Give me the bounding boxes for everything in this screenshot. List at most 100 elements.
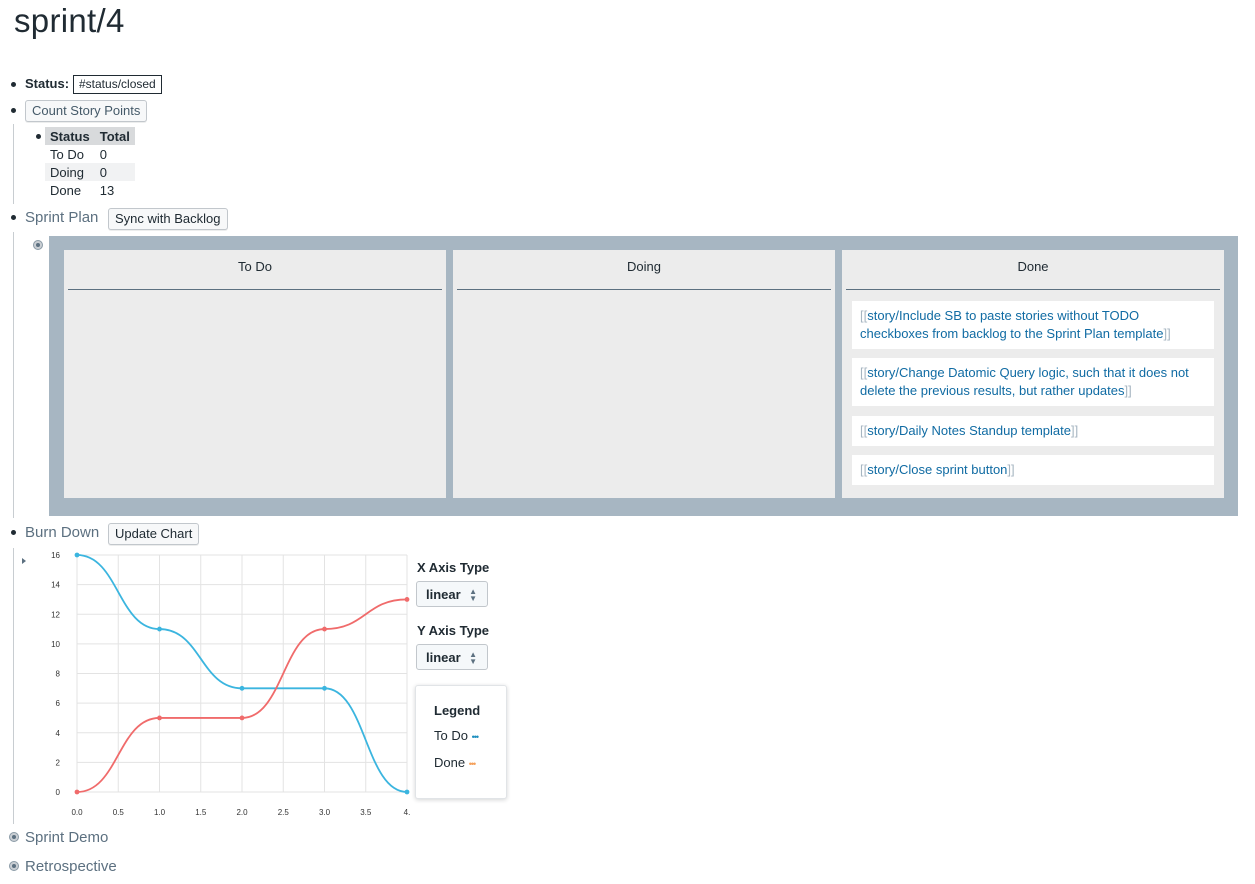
story-points-table: Status Total To Do 0 Doing 0 Done 13 (45, 127, 135, 199)
select-arrows-icon: ▲ ▼ (469, 650, 477, 666)
y-tick-label: 12 (51, 610, 60, 619)
link-bracket: [[ (860, 462, 868, 477)
data-point (239, 685, 245, 691)
x-tick-label: 2.5 (278, 808, 290, 817)
link-bracket: ]] (1163, 326, 1171, 341)
table-row: Done 13 (45, 181, 135, 199)
kanban-card[interactable]: [[story/Daily Notes Standup template]] (852, 416, 1214, 446)
bullet[interactable] (11, 530, 16, 535)
child-guide-line (13, 124, 14, 204)
story-link[interactable]: story/Change Datomic Query logic, such t… (860, 365, 1189, 398)
x-tick-label: 4. (404, 808, 411, 817)
bullet[interactable] (36, 134, 41, 139)
data-point (404, 789, 410, 795)
count-story-points-button[interactable]: Count Story Points (25, 100, 148, 122)
y-axis-type-label: Y Axis Type (417, 623, 490, 638)
y-tick-label: 4 (56, 729, 61, 738)
kanban-card[interactable]: [[story/Include SB to paste stories with… (852, 301, 1214, 349)
legend-item[interactable]: To Do ••• (434, 728, 480, 743)
story-link[interactable]: story/Include SB to paste stories withou… (860, 308, 1164, 341)
data-point (74, 789, 80, 795)
y-axis-type-value: linear (426, 650, 461, 665)
y-tick-label: 2 (56, 758, 61, 767)
x-axis-type-select[interactable]: linear ▲ ▼ (416, 581, 488, 607)
link-bracket: ]] (1071, 423, 1079, 438)
collapsed-bullet[interactable] (33, 240, 43, 250)
table-row: To Do 0 (45, 145, 135, 163)
x-axis-type-label: X Axis Type (417, 560, 490, 575)
column-header-status: Status (45, 127, 95, 145)
row-total: 0 (94, 163, 135, 181)
link-bracket: [[ (860, 308, 868, 323)
legend-item-label: To Do (434, 728, 468, 743)
link-bracket: [[ (860, 423, 868, 438)
data-point (157, 715, 162, 721)
link-bracket: [[ (860, 365, 868, 380)
link-bracket: ]] (1124, 383, 1132, 398)
collapsed-bullet[interactable] (9, 832, 19, 842)
page-title: sprint/4 (14, 2, 125, 39)
x-tick-label: 0.5 (113, 808, 125, 817)
data-point (404, 597, 410, 602)
table-header-row: Status Total (45, 127, 135, 145)
row-status: Doing (45, 163, 95, 181)
line-series-icon: ••• (471, 732, 480, 742)
sprint-demo-label[interactable]: Sprint Demo (25, 829, 109, 846)
column-title: Done (846, 250, 1220, 290)
data-point (322, 626, 327, 632)
kanban-column-todo: To Do (64, 250, 446, 498)
y-tick-label: 8 (56, 670, 61, 679)
y-tick-label: 14 (51, 581, 60, 590)
legend-title: Legend (434, 703, 481, 718)
row-total: 13 (99, 182, 115, 198)
row-status: Done (50, 182, 82, 198)
x-tick-label: 1.0 (154, 808, 166, 817)
update-chart-button[interactable]: Update Chart (108, 523, 200, 545)
y-tick-label: 0 (56, 788, 61, 797)
burn-down-label[interactable]: Burn Down (25, 524, 100, 541)
child-guide-line (13, 232, 14, 518)
expand-caret-icon[interactable] (22, 558, 26, 564)
y-axis-type-select[interactable]: linear ▲ ▼ (416, 644, 488, 670)
data-point (157, 626, 162, 632)
story-link[interactable]: story/Close sprint button (867, 462, 1008, 477)
y-tick-label: 10 (51, 640, 60, 649)
kanban-column-done: Done [[story/Include SB to paste stories… (842, 250, 1224, 498)
sprint-plan-label[interactable]: Sprint Plan (25, 209, 99, 226)
legend-item-label: Done (434, 755, 466, 770)
kanban-board: To Do Doing Done [[story/Include SB to p… (49, 236, 1238, 516)
child-guide-line (13, 548, 14, 824)
line-series-icon: ••• (468, 759, 477, 769)
kanban-card[interactable]: [[story/Change Datomic Query logic, such… (852, 358, 1214, 406)
kanban-card[interactable]: [[story/Close sprint button]] (852, 455, 1214, 485)
column-header-total: Total (94, 127, 135, 145)
sync-with-backlog-button[interactable]: Sync with Backlog (108, 208, 228, 230)
status-tag[interactable]: #status/closed (73, 75, 162, 94)
bullet[interactable] (11, 108, 16, 113)
x-tick-label: 2.0 (236, 808, 248, 817)
kanban-column-doing: Doing (453, 250, 835, 498)
x-tick-label: 3.5 (360, 808, 372, 817)
chart-legend: Legend To Do ••• Done ••• (415, 685, 507, 799)
collapsed-bullet[interactable] (9, 861, 19, 871)
data-point (74, 552, 80, 558)
x-tick-label: 0.0 (71, 808, 83, 817)
select-arrows-icon: ▲ ▼ (469, 587, 477, 603)
x-tick-label: 1.5 (195, 808, 207, 817)
column-title: Doing (457, 250, 831, 290)
bullet[interactable] (11, 82, 16, 87)
y-tick-label: 6 (56, 699, 61, 708)
legend-item[interactable]: Done ••• (434, 755, 477, 770)
y-tick-label: 16 (51, 551, 60, 560)
story-link[interactable]: story/Daily Notes Standup template (867, 423, 1072, 438)
burn-down-chart: 0.0 0.5 1.0 1.5 2.0 2.5 3.0 3.5 4. 0 2 4 6 8 10 12 14 16 (51, 551, 411, 817)
status-label: Status: (25, 76, 70, 91)
retrospective-label[interactable]: Retrospective (25, 858, 117, 875)
x-axis-type-value: linear (426, 587, 461, 602)
row-status: To Do (50, 146, 84, 162)
x-tick-label: 3.0 (319, 808, 331, 817)
data-point (322, 685, 327, 691)
bullet[interactable] (11, 215, 16, 220)
table-row: Doing 0 (45, 163, 135, 181)
row-total: 0 (99, 146, 107, 162)
